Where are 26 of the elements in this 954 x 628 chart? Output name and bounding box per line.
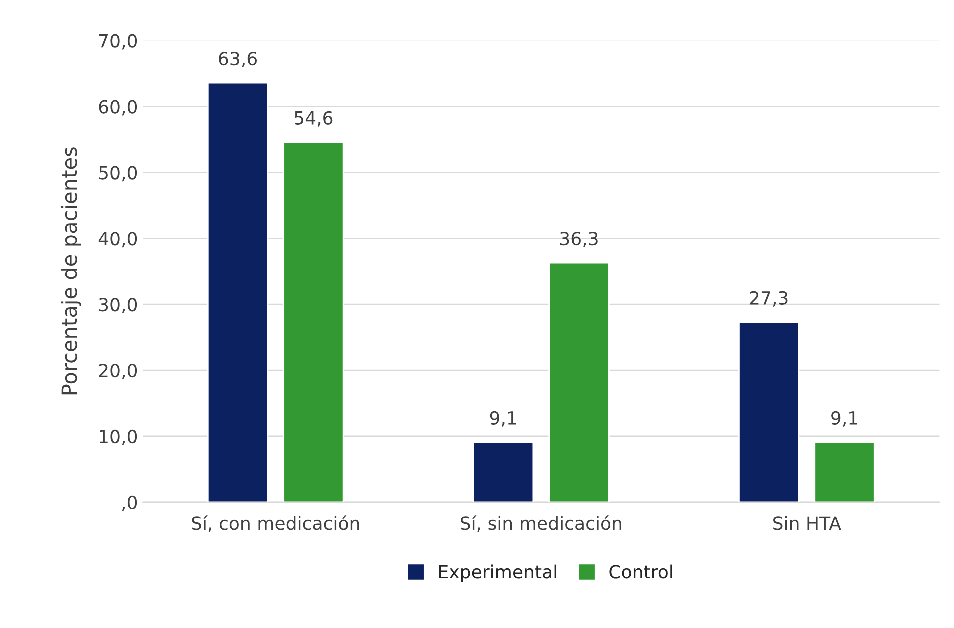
y-tick-label: 70,0 — [100, 34, 138, 50]
bar — [207, 82, 269, 502]
y-tick-label: 40,0 — [98, 232, 138, 248]
legend-label: Experimental — [440, 564, 556, 582]
data-label: 63,6 — [219, 52, 257, 68]
y-tick-label: 10,0 — [100, 430, 138, 446]
x-tick-label: Sin HTA — [774, 516, 842, 530]
bar — [814, 442, 876, 502]
legend-label: Control — [610, 564, 672, 579]
bar — [472, 442, 534, 502]
data-label: 9,1 — [490, 411, 516, 427]
y-tick-label: 50,0 — [99, 166, 138, 182]
data-label: 27,3 — [750, 291, 788, 307]
x-tick-label: Sí, con medicación — [192, 516, 360, 532]
y-tick-label: 60,0 — [99, 100, 138, 116]
data-label: 36,3 — [560, 232, 598, 248]
bar — [283, 142, 344, 502]
y-tick-label: 30,0 — [99, 298, 138, 314]
x-tick-label: Sí, sin medicación — [461, 516, 622, 532]
data-label: 9,1 — [832, 411, 858, 427]
y-tick-label: 20,0 — [99, 364, 138, 380]
y-axis-title: Porcentaje de pacientes — [61, 148, 82, 395]
y-tick-label: ,0 — [122, 496, 138, 512]
bar — [548, 262, 610, 502]
bar — [738, 322, 800, 502]
data-label: 54,6 — [294, 111, 333, 127]
